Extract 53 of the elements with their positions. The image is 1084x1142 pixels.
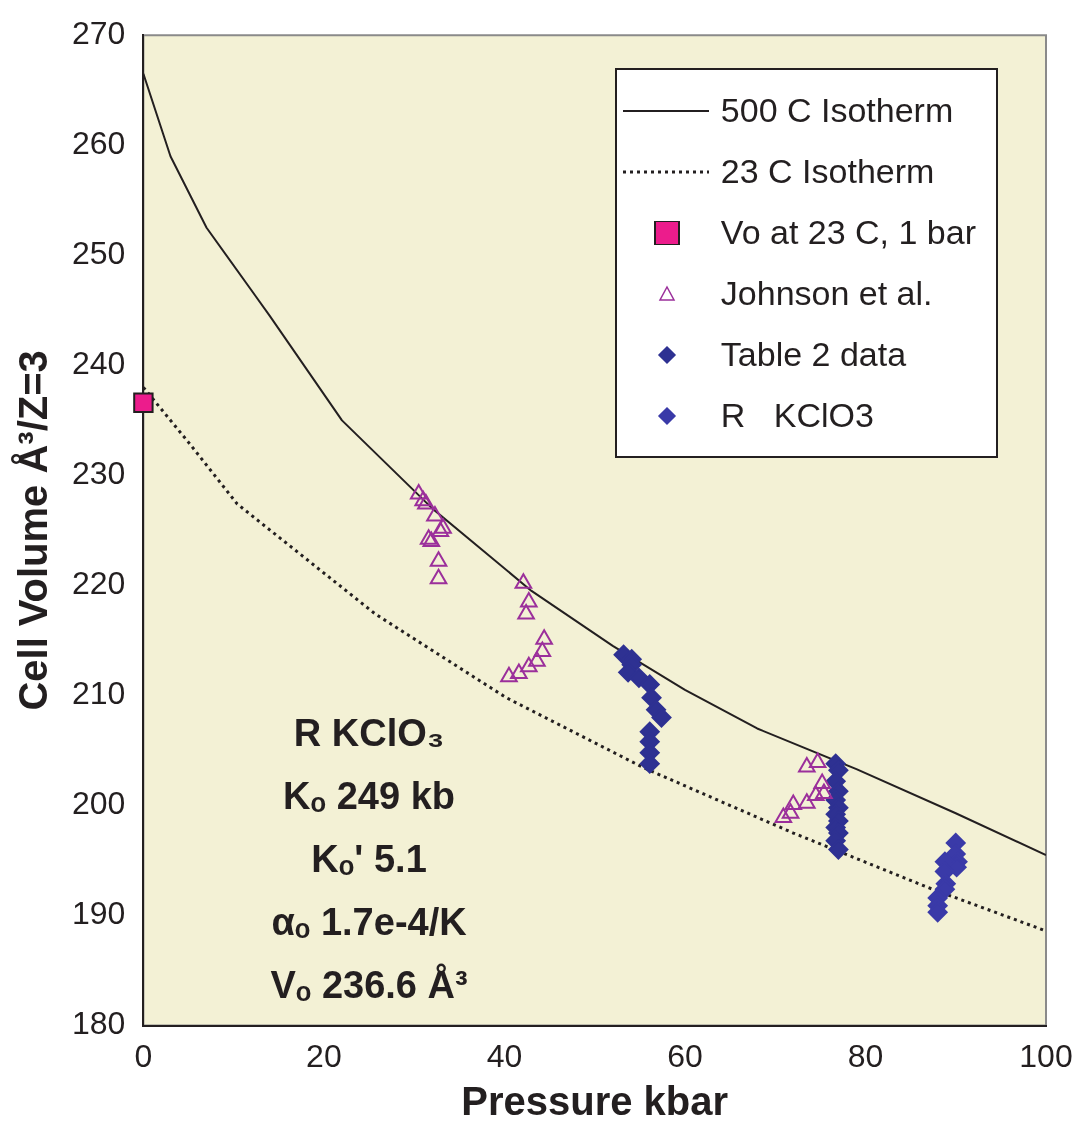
point <box>520 591 538 608</box>
point <box>535 629 553 645</box>
legend-label: Vo at 23 C, 1 bar <box>720 213 976 253</box>
point <box>815 783 833 799</box>
point <box>798 757 816 773</box>
annotation: R KClO₃ <box>293 711 445 754</box>
y-tick-label: 180 <box>72 1005 126 1042</box>
y-tick-label: 260 <box>72 125 126 162</box>
annotation: Vₒ 236.6 Å³ <box>270 962 468 1006</box>
annotation: αₒ 1.7e-4/K <box>271 900 468 943</box>
x-tick-label: 20 <box>306 1037 342 1074</box>
point <box>500 666 518 683</box>
x-tick-label: 0 <box>134 1037 153 1074</box>
x-tick-label: 80 <box>847 1037 884 1074</box>
point <box>651 707 672 728</box>
point <box>784 794 803 810</box>
point <box>517 604 535 620</box>
y-tick-label: 230 <box>72 455 126 492</box>
y-axis-title: Cell Volume Å³/Z=3 <box>11 350 56 711</box>
legend-label: 500 C Isotherm <box>720 91 954 131</box>
point <box>510 663 528 679</box>
y-tick-label: 270 <box>72 15 126 52</box>
point <box>639 674 660 695</box>
point <box>798 793 816 809</box>
point <box>426 506 444 522</box>
y-tick-label: 210 <box>72 675 126 712</box>
annotation: Kₒ' 5.1 <box>311 837 427 880</box>
legend-label: R KClO3 <box>720 396 874 436</box>
point <box>514 573 533 589</box>
point <box>409 484 428 500</box>
point <box>429 551 448 567</box>
legend-label: Johnson et al. <box>720 274 933 314</box>
x-tick-label: 100 <box>1019 1037 1073 1074</box>
y-tick-label: 220 <box>72 565 126 602</box>
point <box>533 641 552 657</box>
x-tick-label: 40 <box>486 1037 523 1074</box>
y-tick-label: 250 <box>72 235 126 272</box>
point <box>807 785 825 802</box>
y-tick-label: 240 <box>72 345 126 382</box>
point <box>813 773 831 789</box>
point <box>808 752 827 769</box>
point <box>774 807 793 824</box>
legend-label: 23 C Isotherm <box>720 152 935 192</box>
x-axis-title: Pressure kbar <box>461 1079 729 1124</box>
point <box>528 651 546 667</box>
point <box>781 803 800 819</box>
y-tick-label: 190 <box>72 895 126 932</box>
annotation: Kₒ 249 kb <box>283 774 455 817</box>
point <box>520 656 538 673</box>
y-tick-label: 200 <box>72 785 126 822</box>
legend-label: Table 2 data <box>720 335 907 375</box>
x-tick-label: 60 <box>667 1037 703 1074</box>
point <box>429 568 448 585</box>
